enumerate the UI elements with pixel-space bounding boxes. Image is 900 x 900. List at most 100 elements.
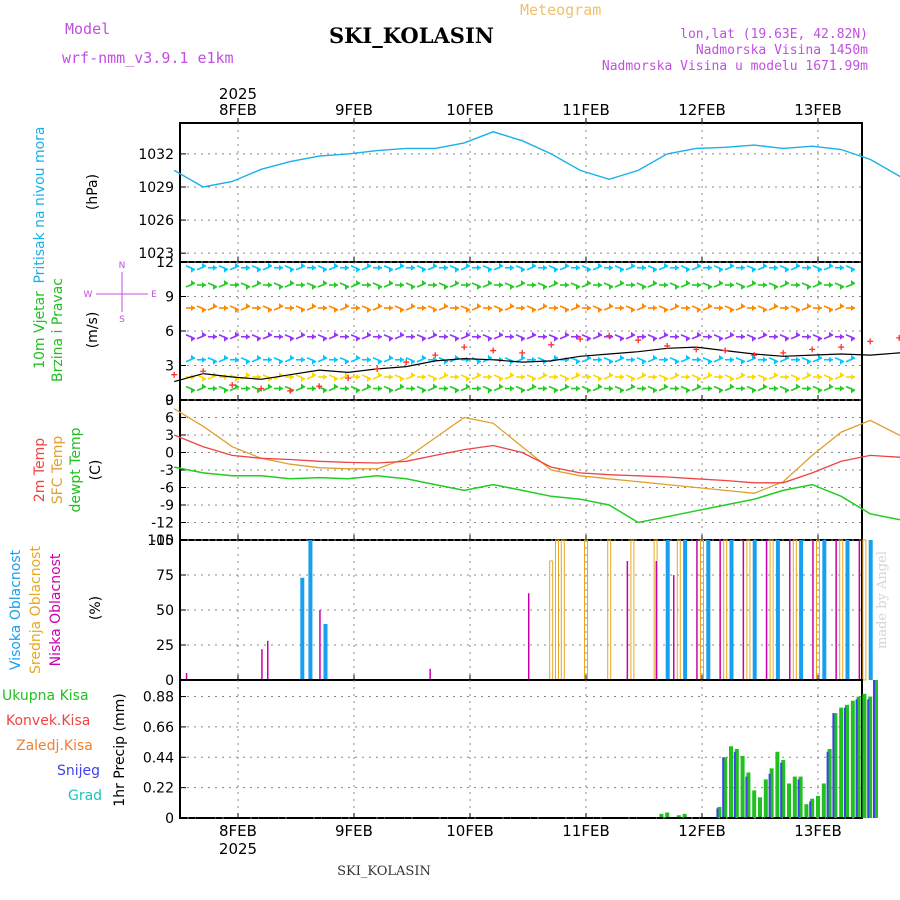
wind-arrowhead [697,282,701,288]
wind-arrowhead [532,331,536,338]
wind-arrowhead [521,335,525,342]
wind-arrowhead [741,358,745,365]
wind-gust-marker [287,387,294,394]
y-tick-label: 0 [165,393,174,409]
wind-arrowhead [389,305,393,311]
total-precip-bar [723,757,728,818]
total-precip-bar [810,798,815,818]
wind-arrowhead [301,356,305,363]
wind-arrowhead [202,331,206,338]
wind-gust-marker [664,342,671,349]
wind-gust-marker [519,349,526,356]
wind-arrowhead [191,335,195,342]
wind-arrowhead [488,305,492,311]
wind-arrowhead [433,262,437,269]
wind-arrowhead [840,372,844,378]
wind-arrowhead [741,333,745,340]
wind-arrowhead [521,374,525,380]
wind-arrowhead [334,262,338,269]
mid-cloud-bar [549,560,554,681]
wind-arrowhead [532,383,536,390]
wind-arrowhead [851,266,855,273]
wind-arrowhead [752,280,756,286]
wind-arrowhead [323,280,327,286]
high-cloud-bar [752,540,757,680]
wind-arrowhead [466,383,470,390]
wind-arrowhead [400,307,404,313]
wind-arrowhead [389,354,393,361]
wind-arrowhead [565,262,569,269]
wind-arrowhead [213,358,217,365]
wind-arrowhead [686,280,690,286]
wind-arrowhead [433,383,437,390]
low-cloud-bar [429,668,431,680]
wind-arrowhead [796,307,800,313]
wind-arrowhead [708,264,712,271]
wind-arrowhead [565,331,569,338]
wind-arrowhead [510,333,514,340]
wind-arrowhead [455,387,459,394]
cloud-ylabel-3: Niska Oblacnost [48,553,64,666]
wind-arrowhead [752,374,756,380]
wind-arrowhead [345,303,349,309]
total-precip-bar [827,749,832,818]
wind-arrowhead [785,305,789,311]
wind-arrowhead [763,383,767,390]
wind-arrowhead [334,356,338,363]
precip-unit: 1hr Precip (mm) [112,693,128,806]
wind-arrowhead [345,333,349,340]
wind-arrowhead [708,284,712,290]
wind-arrowhead [653,335,657,342]
wind-arrowhead [466,356,470,363]
wind-arrowhead [818,354,822,361]
wind-arrowhead [598,356,602,363]
wind-arrowhead [356,335,360,342]
wind-arrowhead [510,284,514,290]
wind-arrowhead [554,387,558,394]
wind-arrowhead [642,385,646,392]
wind-arrowhead [818,374,822,380]
snow-bar [832,713,835,818]
wind-arrowhead [499,331,503,338]
wind-arrowhead [697,376,701,382]
wind-gust-marker [693,346,700,353]
high-cloud-bar [683,540,688,680]
wind-arrowhead [510,303,514,309]
wind-arrowhead [488,374,492,380]
cloud-ylabel-2: Srednja Oblacnost [28,546,44,674]
wind-arrowhead [543,372,547,378]
wind-arrowhead [213,385,217,392]
wind-arrowhead [356,305,360,311]
wind-arrowhead [675,264,679,271]
y-tick-label: 50 [156,603,174,619]
product-title: Meteogram [520,1,601,19]
wind-arrowhead [587,280,591,286]
wind-arrowhead [708,372,712,378]
bottom-date-label: 9FEB [335,822,373,840]
wind-arrowhead [499,383,503,390]
wind-arrowhead [378,303,382,309]
wind-arrowhead [609,303,613,309]
y-tick-label: 6 [165,324,174,340]
wind-arrowhead [708,333,712,340]
cloud-ylabel-1: Visoka Oblacnost [8,549,24,670]
wind-arrowhead [279,333,283,340]
low-cloud-bar [267,640,269,680]
precip-legend: Ukupna Kisa Konvek.Kisa Zaledj.Kisa Snij… [2,688,102,804]
top-date-label: 13FEB [794,101,841,119]
wind-arrowhead [367,356,371,363]
wind-arrowhead [323,374,327,380]
bottom-date-label: 10FEB [446,822,493,840]
wind-arrowhead [422,266,426,273]
wind-arrowhead [719,374,723,380]
wind-arrowhead [345,385,349,392]
low-cloud-bar [528,593,530,680]
wind-arrowhead [202,282,206,288]
wind-arrowhead [543,333,547,340]
wind-arrowhead [257,335,261,342]
wind-arrowhead [796,282,800,288]
wind-arrowhead [807,358,811,365]
wind-gust-marker [461,344,468,351]
wind-arrowhead [818,280,822,286]
wind-arrowhead [697,383,701,390]
